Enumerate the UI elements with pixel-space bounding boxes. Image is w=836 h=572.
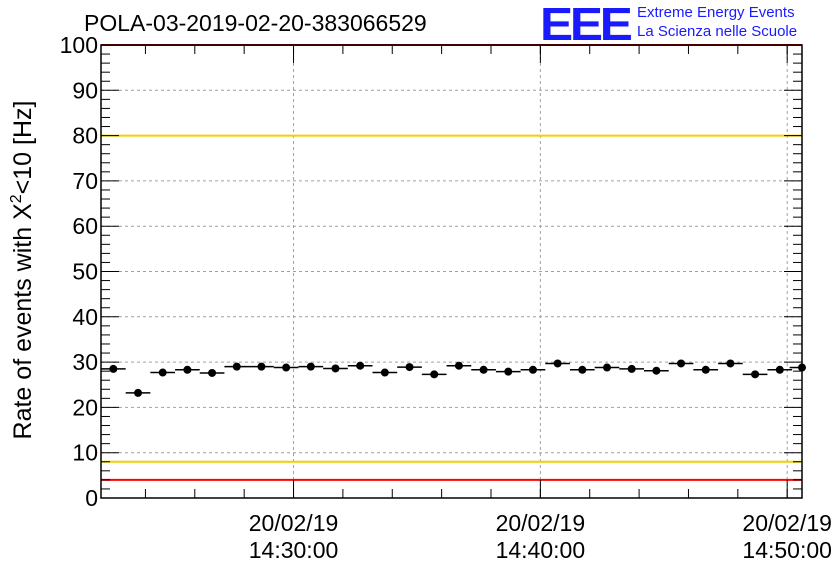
data-point <box>232 362 241 371</box>
x-axis: 20/02/1914:30:0020/02/1914:40:0020/02/19… <box>144 45 832 563</box>
data-point <box>479 365 488 374</box>
data-point <box>405 363 414 372</box>
data-point <box>652 366 661 375</box>
data-point <box>208 368 217 377</box>
reference-lines <box>101 44 802 481</box>
y-tick-label: 100 <box>60 32 98 58</box>
data-point <box>726 359 735 368</box>
data-point <box>627 364 636 373</box>
chart-title: POLA-03-2019-02-20-383066529 <box>84 10 427 36</box>
y-tick-label: 30 <box>72 349 98 375</box>
data-point <box>380 368 389 377</box>
x-tick-date-label: 20/02/19 <box>496 510 586 536</box>
x-tick-date-label: 20/02/19 <box>742 510 832 536</box>
data-point <box>331 364 340 373</box>
data-point <box>454 361 463 370</box>
x-tick-time-label: 14:50:00 <box>742 537 832 563</box>
x-tick-time-label: 14:40:00 <box>496 537 586 563</box>
y-tick-label: 20 <box>72 394 98 420</box>
data-point <box>528 365 537 374</box>
x-tick-time-label: 14:30:00 <box>249 537 339 563</box>
data-point <box>430 370 439 379</box>
data-point <box>701 365 710 374</box>
eee-logo: EEE <box>540 0 633 50</box>
org-name-line2: La Scienza nelle Scuole <box>637 23 798 40</box>
data-point <box>504 367 513 376</box>
data-point <box>578 365 587 374</box>
y-tick-label: 80 <box>72 123 98 149</box>
y-tick-label: 0 <box>85 485 98 511</box>
data-point <box>158 368 167 377</box>
grid-lines <box>101 45 802 498</box>
data-point <box>109 364 118 373</box>
data-point <box>603 363 612 372</box>
data-point <box>677 359 686 368</box>
y-tick-label: 10 <box>72 440 98 466</box>
data-point <box>356 361 365 370</box>
data-points <box>101 359 806 397</box>
org-name-line1: Extreme Energy Events <box>637 4 795 21</box>
data-point <box>257 362 266 371</box>
x-tick-date-label: 20/02/19 <box>249 510 339 536</box>
y-tick-label: 90 <box>72 77 98 103</box>
org-name-block: Extreme Energy Events La Scienza nelle S… <box>637 3 797 41</box>
data-point <box>306 362 315 371</box>
data-point <box>183 365 192 374</box>
data-point <box>553 359 562 368</box>
data-point <box>134 388 143 397</box>
data-point <box>775 365 784 374</box>
y-tick-label: 40 <box>72 304 98 330</box>
data-point <box>751 370 760 379</box>
y-tick-label: 70 <box>72 168 98 194</box>
y-tick-label: 50 <box>72 259 98 285</box>
y-axis: 0 10 20 30 40 50 60 70 80 90 100 <box>60 32 802 511</box>
data-point <box>282 363 291 372</box>
y-tick-label: 60 <box>72 213 98 239</box>
y-axis-label: Rate of events with X2<10 [Hz] <box>8 101 37 440</box>
